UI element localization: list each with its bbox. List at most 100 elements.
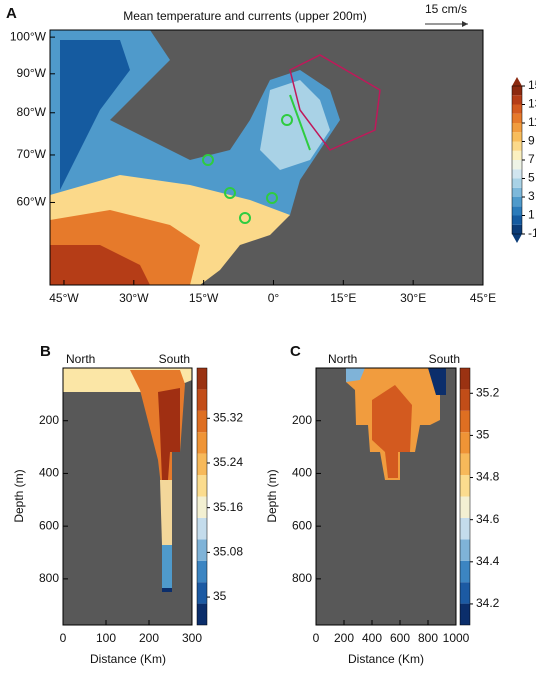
colorbar-tick-label: 7 [528,152,535,166]
colorbar-bin [512,197,522,207]
y-tick-label: 800 [292,571,312,585]
colorbar-bin [512,95,522,105]
x-tick-label: 0 [60,631,67,645]
station [202,154,214,166]
plot-frame [49,29,484,286]
colorbar-bin [460,475,470,497]
annotation: South [159,352,190,366]
field [428,368,446,395]
colorbar-tick-label: 3 [528,189,535,203]
x-axis-label: Distance (Km) [90,652,166,666]
x-tick-label: 30°W [119,291,149,305]
colorbar-tick-label: 34.2 [476,596,500,610]
x-tick-label: 45°E [470,291,496,305]
colorbar-end [512,234,522,243]
y-tick-label: 800 [39,571,59,585]
colorbar-bin [512,215,522,225]
y-tick-label: 70°W [17,147,47,161]
panel-label: C [290,343,301,360]
annotation: North [66,352,95,366]
section-line [289,94,311,151]
colorbar-bin [512,206,522,216]
y-tick-label: 200 [39,413,59,427]
x-tick-label: 0° [268,291,280,305]
colorbar-bin [460,603,470,625]
colorbar-bin [512,150,522,160]
colorbar-tick-label: 35.2 [476,385,500,399]
colorbar-bin [460,368,470,390]
y-tick-label: 600 [292,518,312,532]
station [224,187,236,199]
colorbar-bin [512,113,522,123]
y-axis-label: Depth (m) [265,469,279,522]
colorbar-bin [460,517,470,540]
colorbar-bin [460,560,470,583]
ocean-field [260,80,330,170]
colorbar-tick-label: 35.16 [213,500,243,514]
y-tick-label: 80°W [17,105,47,119]
y-tick-label: 400 [292,466,312,480]
annotation: South [429,352,460,366]
y-tick-label: 90°W [17,66,47,80]
colorbar-bin [197,517,207,540]
x-tick-label: 30°E [400,291,426,305]
ocean-field [50,245,150,285]
y-tick-label: 600 [39,518,59,532]
colorbar-tick-label: 5 [528,171,535,185]
x-tick-label: 15°E [330,291,356,305]
colorbar-bin [512,123,522,133]
x-tick-label: 200 [139,631,159,645]
station [266,192,278,204]
x-tick-label: 800 [418,631,438,645]
x-tick-label: 1000 [443,631,470,645]
reference-label: 15 cm/s [425,2,467,16]
colorbar-bin [197,410,207,433]
x-tick-label: 15°W [189,291,219,305]
colorbar-tick-label: -1 [528,226,536,240]
colorbar-bin [512,141,522,151]
colorbar-tick-label: 15 [528,78,536,92]
colorbar-bin [460,496,470,518]
colorbar-tick-label: 1 [528,208,535,222]
colorbar-bin [197,475,207,497]
station [239,212,251,224]
field [162,588,172,592]
colorbar-bin [197,432,207,454]
plot-frame [62,367,193,626]
annotation: North [328,352,357,366]
colorbar-bin [512,169,522,179]
x-tick-label: 300 [182,631,202,645]
colorbar-bin [460,582,470,604]
colorbar-bin [512,132,522,142]
colorbar-bin [197,368,207,390]
y-tick-label: 60°W [17,195,47,209]
colorbar-bin [197,539,207,561]
colorbar-frame [196,367,208,626]
colorbar-bin [460,389,470,411]
colorbar-bin [197,453,207,476]
colorbar-bin [512,104,522,114]
colorbar-tick-label: 35 [213,589,227,603]
x-tick-label: 100 [96,631,116,645]
colorbar-tick-label: 13 [528,97,536,111]
panel-label: B [40,343,51,360]
x-tick-label: 200 [334,631,354,645]
colorbar-bin [197,389,207,411]
x-tick-label: 0 [313,631,320,645]
field [372,385,412,478]
y-tick-label: 400 [39,466,59,480]
region-outline [289,54,381,151]
x-tick-label: 600 [390,631,410,645]
plot-frame [315,367,457,626]
colorbar-bin [197,582,207,604]
colorbar-tick-label: 35 [476,428,490,442]
colorbar-bin [460,453,470,476]
colorbar-tick-label: 34.6 [476,512,500,526]
y-tick-label: 200 [292,413,312,427]
colorbar-bin [197,603,207,625]
x-tick-label: 400 [362,631,382,645]
colorbar-bin [460,432,470,454]
x-tick-label: 45°W [49,291,79,305]
x-axis-label: Distance (Km) [348,652,424,666]
